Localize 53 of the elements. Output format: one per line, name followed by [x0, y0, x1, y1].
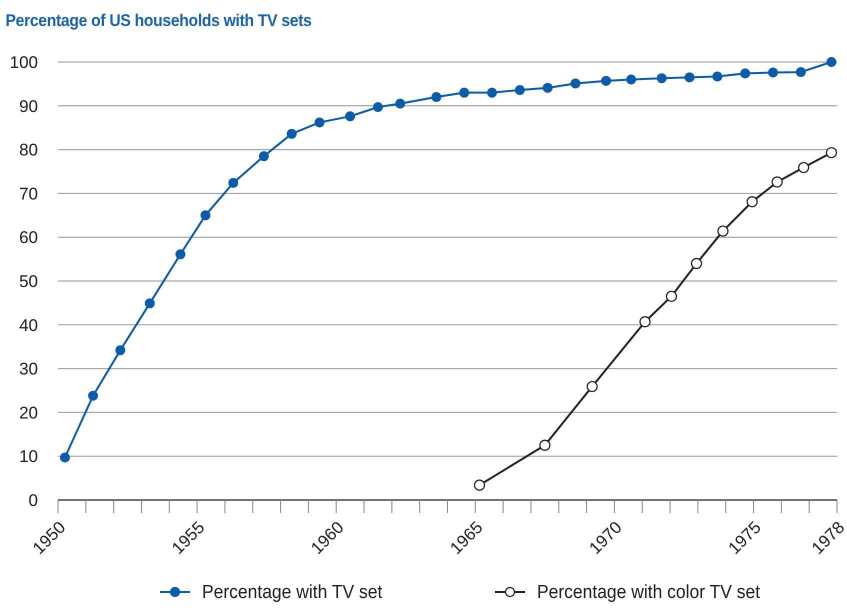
point	[487, 88, 498, 98]
point	[395, 98, 406, 109]
point	[717, 225, 729, 237]
point	[586, 380, 598, 392]
legend-label: Percentage with color TV set	[537, 580, 760, 602]
point	[539, 440, 550, 451]
point	[200, 210, 210, 220]
y-tick-label: 100	[10, 53, 38, 72]
point	[626, 74, 636, 85]
point	[258, 151, 269, 162]
y-tick-label: 10	[19, 447, 38, 466]
point	[115, 345, 126, 356]
point	[228, 178, 238, 188]
y-tick-label: 90	[19, 96, 38, 116]
y-tick-label: 60	[19, 228, 38, 248]
point	[144, 298, 155, 308]
point	[459, 88, 470, 98]
point	[772, 176, 783, 188]
point	[639, 316, 651, 328]
point	[768, 68, 778, 78]
point	[345, 111, 356, 122]
point	[826, 147, 838, 158]
point	[826, 57, 836, 67]
point	[542, 82, 553, 93]
point	[746, 196, 758, 208]
point	[570, 78, 580, 88]
point	[175, 249, 186, 260]
point	[372, 102, 383, 112]
point	[286, 128, 297, 139]
y-tick-label: 20	[19, 403, 38, 422]
y-tick-label: 30	[19, 360, 38, 379]
point	[514, 85, 525, 96]
legend-label: Percentage with TV set	[202, 580, 382, 602]
point	[740, 68, 750, 78]
point	[666, 290, 678, 302]
y-tick-label: 50	[19, 272, 38, 291]
point	[601, 76, 612, 86]
point	[712, 71, 722, 82]
y-tick-label: 0	[28, 491, 38, 510]
y-tick-label: 80	[19, 140, 38, 160]
point	[690, 258, 702, 270]
chart-title: Percentage of US households with TV sets	[6, 11, 312, 30]
y-tick-label: 40	[19, 316, 38, 335]
point	[798, 162, 810, 174]
point	[684, 72, 695, 82]
y-tick-label: 70	[19, 184, 38, 204]
point	[60, 452, 70, 463]
point	[431, 92, 442, 102]
point	[474, 480, 486, 491]
point	[796, 67, 806, 78]
point	[656, 73, 667, 84]
point	[314, 117, 325, 128]
point	[88, 390, 98, 401]
